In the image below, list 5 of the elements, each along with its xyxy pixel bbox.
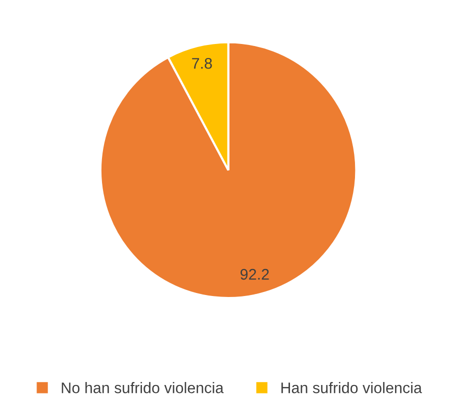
legend-label: No han sufrido violencia [62, 382, 224, 394]
legend-label: Han sufrido violencia [281, 382, 422, 394]
data-label: 7.8 [192, 58, 212, 69]
pie-slice [99, 41, 358, 300]
data-label: 92.2 [240, 268, 269, 280]
